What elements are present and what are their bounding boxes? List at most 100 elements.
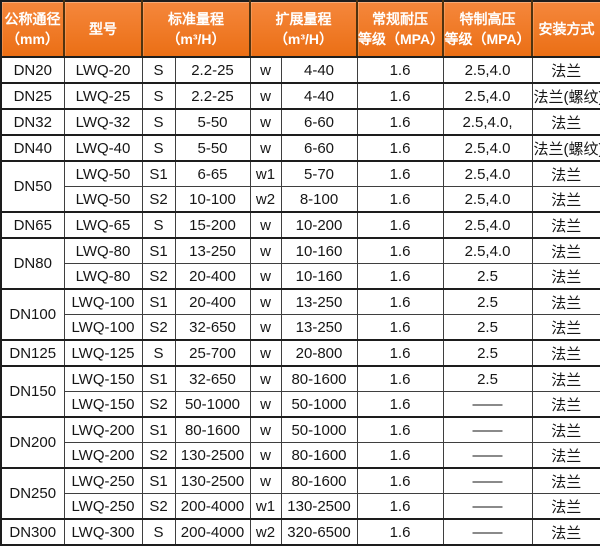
extended-range-cell: 6-60 [280,134,358,162]
diameter-cell: DN125 [0,339,65,367]
extended-range-cell: 5-70 [280,160,358,187]
standard-range-cell: 130-2500 [174,442,251,469]
standard-range-cell: 80-1600 [174,416,251,443]
normal-pressure-cell: 1.6 [356,211,444,239]
normal-pressure-cell: 1.6 [356,493,444,520]
table-row: LWQ-150 S2 50-1000 w 50-1000 1.6 —— 法兰 [1,391,600,418]
extended-range-cell: 6-60 [280,108,358,136]
normal-pressure-cell: 1.6 [356,416,444,443]
extended-grade-cell: w [249,391,282,418]
installation-cell: 法兰 [531,186,600,213]
header-normal-pressure: 常规耐压 等级（MPA） [356,1,443,58]
extended-grade-cell: w [249,108,282,136]
standard-range-cell: 20-400 [174,288,251,315]
diameter-cell: DN20 [0,56,65,84]
standard-grade-cell: S [141,56,176,84]
extended-grade-cell: w [249,416,282,443]
normal-pressure-cell: 1.6 [356,56,444,84]
standard-range-cell: 200-4000 [174,493,251,520]
model-cell: LWQ-100 [63,314,143,341]
installation-cell: 法兰 [531,263,600,290]
normal-pressure-cell: 1.6 [356,160,444,187]
standard-grade-cell: S [141,339,176,367]
standard-range-cell: 6-65 [174,160,251,187]
model-cell: LWQ-32 [63,108,143,136]
normal-pressure-cell: 1.6 [356,134,444,162]
extended-range-cell: 320-6500 [280,518,358,546]
extended-range-cell: 130-2500 [280,493,358,520]
table-row: DN40 LWQ-40 S 5-50 w 6-60 1.6 2.5,4.0 法兰(螺纹) [0,134,600,162]
table-row: LWQ-80 S2 20-400 w 10-160 1.6 2.5 法兰 [1,263,600,290]
extended-range-cell: 50-1000 [280,416,358,443]
installation-cell: 法兰 [531,288,600,315]
standard-grade-cell: S [141,108,176,136]
diameter-cell: DN50 [0,160,65,213]
normal-pressure-cell: 1.6 [356,391,444,418]
standard-range-cell: 32-650 [174,365,251,392]
table-row: DN32 LWQ-32 S 5-50 w 6-60 1.6 2.5,4.0, 法兰 [0,108,600,136]
header-model: 型号 [63,1,142,58]
extended-range-cell: 13-250 [280,314,358,341]
extended-range-cell: 80-1600 [280,467,358,494]
model-cell: LWQ-50 [63,160,143,187]
normal-pressure-cell: 1.6 [356,288,444,315]
diameter-cell: DN300 [0,518,65,546]
extended-grade-cell: w1 [249,160,282,187]
diameter-cell: DN100 [0,288,65,341]
installation-cell: 法兰(螺纹) [531,82,600,110]
extended-grade-cell: w1 [249,493,282,520]
standard-grade-cell: S [141,518,176,546]
extended-grade-cell: w [249,56,282,84]
high-pressure-cell: 2.5 [442,365,533,392]
extended-range-cell: 10-160 [280,237,358,264]
normal-pressure-cell: 1.6 [356,186,444,213]
high-pressure-cell: 2.5 [442,339,533,367]
model-cell: LWQ-25 [63,82,143,110]
normal-pressure-cell: 1.6 [356,467,444,494]
extended-grade-cell: w [249,237,282,264]
high-pressure-cell: 2.5,4.0 [442,237,533,264]
installation-cell: 法兰 [531,56,600,84]
diameter-cell: DN32 [0,108,65,136]
high-pressure-cell: —— [442,467,533,494]
installation-cell: 法兰 [531,339,600,367]
installation-cell: 法兰 [531,314,600,341]
standard-range-cell: 130-2500 [174,467,251,494]
standard-range-cell: 20-400 [174,263,251,290]
extended-range-cell: 4-40 [280,82,358,110]
installation-cell: 法兰 [531,365,600,392]
installation-cell: 法兰 [531,108,600,136]
high-pressure-cell: 2.5 [442,263,533,290]
installation-cell: 法兰 [531,518,600,546]
model-cell: LWQ-200 [63,416,143,443]
header-nominal-diameter: 公称通径 （mm） [1,1,64,58]
table-row: LWQ-250 S2 200-4000 w1 130-2500 1.6 —— 法兰 [1,493,600,520]
normal-pressure-cell: 1.6 [356,237,444,264]
standard-grade-cell: S1 [141,467,176,494]
installation-cell: 法兰 [531,211,600,239]
standard-grade-cell: S2 [141,263,176,290]
extended-grade-cell: w [249,263,282,290]
extended-grade-cell: w2 [249,186,282,213]
extended-grade-cell: w [249,314,282,341]
high-pressure-cell: 2.5 [442,314,533,341]
standard-range-cell: 15-200 [174,211,251,239]
high-pressure-cell: 2.5,4.0 [442,82,533,110]
model-cell: LWQ-80 [63,237,143,264]
standard-grade-cell: S1 [141,160,176,187]
model-cell: LWQ-50 [63,186,143,213]
high-pressure-cell: —— [442,518,533,546]
high-pressure-cell: —— [442,416,533,443]
standard-range-cell: 13-250 [174,237,251,264]
installation-cell: 法兰 [531,416,600,443]
diameter-cell: DN150 [0,365,65,418]
standard-range-cell: 25-700 [174,339,251,367]
standard-range-cell: 2.2-25 [174,82,251,110]
model-cell: LWQ-250 [63,467,143,494]
standard-grade-cell: S [141,211,176,239]
extended-grade-cell: w [249,442,282,469]
standard-grade-cell: S1 [141,237,176,264]
standard-grade-cell: S [141,82,176,110]
standard-range-cell: 5-50 [174,134,251,162]
high-pressure-cell: 2.5,4.0 [442,186,533,213]
